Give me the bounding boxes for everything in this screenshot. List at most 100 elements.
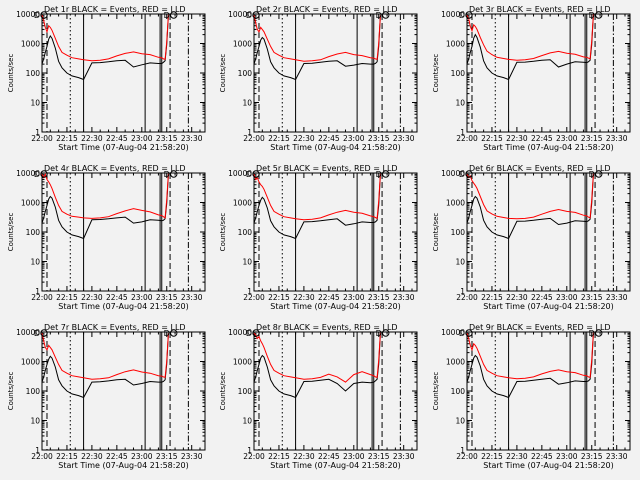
marker-label: D xyxy=(376,170,382,179)
x-tick-label: 23:00 xyxy=(131,134,153,143)
marker-circle xyxy=(595,170,603,178)
marker-label: D xyxy=(459,170,465,179)
marker-circle xyxy=(170,11,178,19)
series-events xyxy=(466,174,594,240)
y-tick-label: 100 xyxy=(451,228,466,237)
detector-panel-4: Det 4r BLACK = Events, RED = LLD 1 10 100 10… xyxy=(7,164,206,311)
x-tick-label: 23:30 xyxy=(606,134,628,143)
marker-circle xyxy=(252,170,260,178)
marker-circle xyxy=(465,170,473,178)
x-tick-label: 22:45 xyxy=(318,293,340,302)
x-tick-label: 22:45 xyxy=(106,293,128,302)
x-tick-label: 23:00 xyxy=(131,452,153,461)
y-tick-label: 1000 xyxy=(21,199,40,208)
detector-panel-8: Det 8r BLACK = Events, RED = LLD 1 10 100 10… xyxy=(219,323,418,470)
series-lld xyxy=(41,333,169,380)
y-tick-label: 1 xyxy=(460,287,465,296)
x-tick-label: 22:45 xyxy=(318,452,340,461)
y-tick-label: 1000 xyxy=(446,40,465,49)
y-tick-label: 1000 xyxy=(21,358,40,367)
marker-circle xyxy=(382,329,390,337)
x-tick-label: 22:45 xyxy=(531,293,553,302)
y-axis-label: Counts/sec xyxy=(432,213,440,252)
marker-label: D xyxy=(589,170,595,179)
y-tick-label: 100 xyxy=(26,228,41,237)
y-tick-label: 10000 xyxy=(16,169,40,178)
x-tick-label: 22:30 xyxy=(506,134,528,143)
y-tick-label: 1 xyxy=(247,128,252,137)
y-tick-label: 10 xyxy=(30,417,40,426)
y-tick-label: 1000 xyxy=(233,199,252,208)
y-tick-label: 10000 xyxy=(16,10,40,19)
x-tick-label: 23:15 xyxy=(368,134,390,143)
y-tick-label: 100 xyxy=(26,387,41,396)
x-axis-label: Start Time (07-Aug-04 21:58:20) xyxy=(58,302,189,311)
y-tick-label: 1000 xyxy=(233,358,252,367)
marker-label: D xyxy=(246,329,252,338)
x-tick-label: 22:15 xyxy=(56,293,78,302)
x-tick-label: 22:30 xyxy=(81,452,103,461)
x-tick-label: 23:15 xyxy=(581,134,603,143)
marker-label: D xyxy=(589,11,595,20)
x-tick-label: 23:00 xyxy=(556,134,578,143)
y-tick-label: 10000 xyxy=(228,328,252,337)
x-tick-label: 22:45 xyxy=(106,134,128,143)
y-tick-label: 10 xyxy=(30,99,40,108)
x-tick-label: 22:15 xyxy=(268,134,290,143)
y-tick-label: 100 xyxy=(26,69,41,78)
marker-label: D xyxy=(34,11,40,20)
x-tick-label: 22:30 xyxy=(81,293,103,302)
x-tick-label: 23:00 xyxy=(343,452,365,461)
y-tick-label: 10 xyxy=(455,417,465,426)
series-lld xyxy=(466,332,594,380)
y-axis-label: Counts/sec xyxy=(7,372,15,411)
x-tick-label: 23:15 xyxy=(368,293,390,302)
x-tick-label: 22:30 xyxy=(81,134,103,143)
y-axis-label: Counts/sec xyxy=(432,54,440,93)
marker-circle xyxy=(595,11,603,19)
series-events xyxy=(41,15,169,81)
x-tick-label: 22:15 xyxy=(268,452,290,461)
y-tick-label: 10 xyxy=(242,417,252,426)
series-events xyxy=(466,14,594,81)
y-tick-label: 1 xyxy=(35,128,40,137)
y-tick-label: 1 xyxy=(247,446,252,455)
series-events xyxy=(253,174,381,240)
x-tick-label: 22:45 xyxy=(531,134,553,143)
x-axis-label: Start Time (07-Aug-04 21:58:20) xyxy=(483,143,614,152)
marker-label: D xyxy=(589,329,595,338)
x-tick-label: 22:45 xyxy=(531,452,553,461)
y-axis-label: Counts/sec xyxy=(7,54,15,93)
x-tick-label: 23:30 xyxy=(606,452,628,461)
marker-label: D xyxy=(34,329,40,338)
x-tick-label: 23:30 xyxy=(181,293,203,302)
x-tick-label: 22:30 xyxy=(506,293,528,302)
marker-label: D xyxy=(246,11,252,20)
series-events xyxy=(41,333,169,399)
marker-label: D xyxy=(164,11,170,20)
marker-label: D xyxy=(164,170,170,179)
marker-circle xyxy=(40,11,48,19)
marker-circle xyxy=(170,170,178,178)
detector-panel-1: Det 1r BLACK = Events, RED = LLD 1 10 100 10… xyxy=(7,5,206,152)
x-tick-label: 22:30 xyxy=(293,452,315,461)
x-axis-label: Start Time (07-Aug-04 21:58:20) xyxy=(58,461,189,470)
y-tick-label: 100 xyxy=(238,228,253,237)
marker-label: D xyxy=(164,329,170,338)
detector-panel-6: Det 6r BLACK = Events, RED = LLD 1 10 100 10… xyxy=(432,164,631,311)
y-tick-label: 10 xyxy=(242,258,252,267)
detector-panel-3: Det 3r BLACK = Events, RED = LLD 1 10 100 10… xyxy=(432,5,631,152)
y-axis-label: Counts/sec xyxy=(219,213,227,252)
y-axis-label: Counts/sec xyxy=(7,213,15,252)
x-tick-label: 22:00 xyxy=(243,134,265,143)
x-tick-label: 23:15 xyxy=(581,293,603,302)
x-tick-label: 22:15 xyxy=(56,452,78,461)
panel-title: Det 4r BLACK = Events, RED = LLD xyxy=(44,164,186,173)
x-tick-label: 23:00 xyxy=(343,134,365,143)
y-tick-label: 1 xyxy=(460,446,465,455)
marker-label: D xyxy=(376,11,382,20)
marker-circle xyxy=(170,329,178,337)
x-tick-label: 22:45 xyxy=(106,452,128,461)
series-lld xyxy=(41,14,169,62)
x-tick-label: 22:30 xyxy=(293,134,315,143)
